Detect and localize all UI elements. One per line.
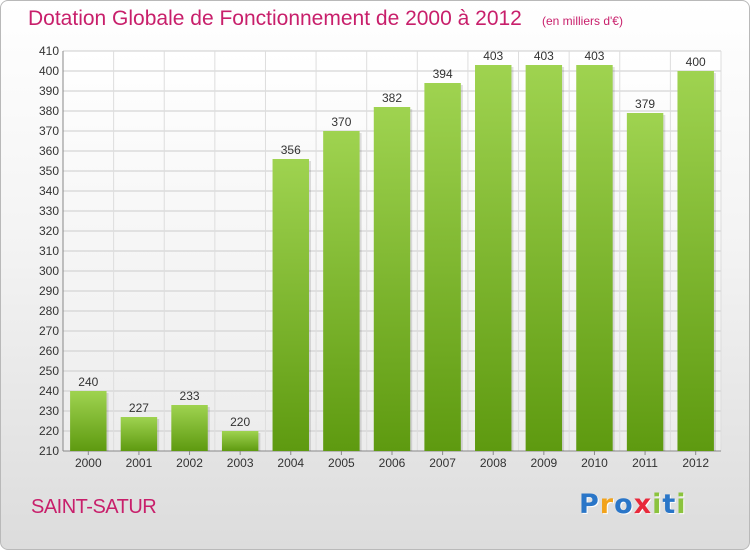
y-tick-label: 310 [39,244,59,258]
chart-title: Dotation Globale de Fonctionnement de 20… [28,7,522,30]
x-tick-label: 2012 [682,456,709,470]
x-tick-label: 2004 [277,456,304,470]
data-label: 400 [686,55,706,69]
y-tick-label: 410 [39,44,59,58]
data-label: 403 [534,49,554,63]
x-tick-label: 2010 [581,456,608,470]
data-label: 403 [584,49,604,63]
y-tick-label: 220 [39,424,59,438]
bar [70,391,107,451]
x-tick-label: 2011 [632,456,658,470]
x-tick-label: 2001 [126,456,153,470]
y-tick-label: 370 [39,124,59,138]
x-tick-label: 2007 [429,456,456,470]
y-tick-label: 270 [39,324,59,338]
bar [424,83,461,451]
data-label: 240 [78,375,98,389]
x-tick-label: 2002 [176,456,203,470]
x-tick-label: 2006 [379,456,406,470]
y-tick-label: 240 [39,384,59,398]
y-tick-label: 350 [39,164,59,178]
y-tick-label: 360 [39,144,59,158]
y-tick-label: 230 [39,404,59,418]
y-tick-label: 300 [39,264,59,278]
y-tick-label: 390 [39,84,59,98]
y-tick-label: 380 [39,104,59,118]
commune-name: SAINT-SATUR [31,496,157,518]
logo-letter: o [614,489,634,520]
data-label: 370 [331,115,351,129]
y-tick-label: 210 [39,444,59,458]
x-tick-label: 2009 [530,456,557,470]
bar [475,65,512,451]
y-tick-label: 340 [39,184,59,198]
y-tick-label: 250 [39,364,59,378]
logo-letter: i [652,489,663,520]
data-label: 394 [433,67,453,81]
bar [576,65,613,451]
data-label: 220 [230,415,250,429]
y-tick-label: 320 [39,224,59,238]
data-label: 233 [180,389,200,403]
chart-unit: (en milliers d'€) [542,14,623,28]
bar [323,131,360,451]
bar [525,65,563,451]
logo-letter: P [579,489,600,520]
bar [677,71,714,451]
bar [272,159,309,451]
data-label: 379 [635,97,655,111]
y-tick-label: 260 [39,344,59,358]
x-tick-label: 2008 [480,456,507,470]
y-tick-label: 280 [39,304,59,318]
y-tick-label: 290 [39,284,59,298]
data-label: 227 [129,401,149,415]
bar [221,431,259,451]
data-label: 356 [281,143,301,157]
y-tick-label: 330 [39,204,59,218]
bar [171,405,208,451]
x-tick-label: 2003 [227,456,254,470]
bar [626,113,664,451]
bar [120,417,158,451]
y-tick-label: 400 [39,64,59,78]
logo-letter: x [633,489,653,520]
logo-letter: i [676,489,687,520]
logo-letter: t [662,489,677,520]
logo-letter: r [599,489,615,520]
data-label: 403 [483,49,503,63]
proxiti-logo: Proxiti [579,489,687,520]
x-tick-label: 2000 [75,456,102,470]
x-tick-label: 2005 [328,456,355,470]
data-label: 382 [382,91,402,105]
bar [373,107,411,451]
